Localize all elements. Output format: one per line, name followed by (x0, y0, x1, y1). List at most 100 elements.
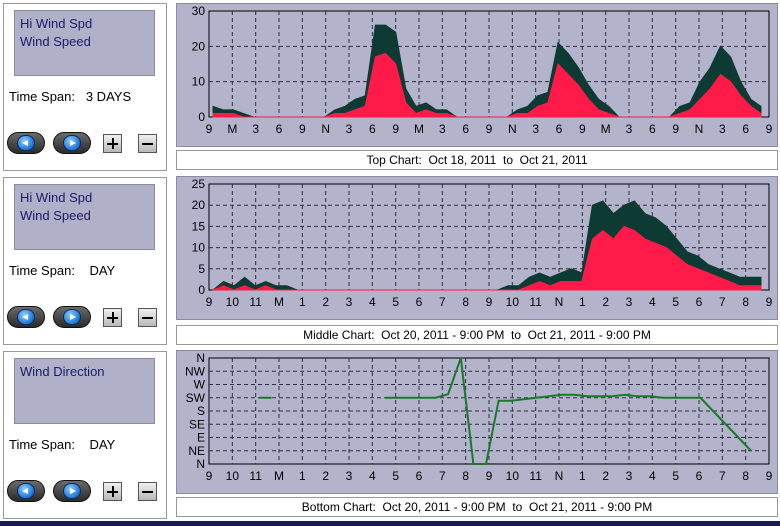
forward-button[interactable] (53, 480, 91, 502)
x-tick-label: 3 (626, 469, 633, 483)
zoom-out-button[interactable] (138, 308, 157, 327)
x-tick-label: 5 (392, 295, 399, 309)
right-arrow-icon (63, 135, 81, 151)
x-tick-label: 6 (649, 122, 656, 136)
x-tick-label: 9 (672, 122, 679, 136)
time-span: Time Span: DAY (9, 263, 115, 278)
x-tick-label: 1 (579, 295, 586, 309)
x-tick-label: 9 (299, 122, 306, 136)
x-tick-label: 5 (672, 295, 679, 309)
minus-icon (142, 491, 153, 493)
legend-box: Hi Wind Spd Wind Speed (14, 184, 155, 250)
x-tick-label: 3 (346, 122, 353, 136)
chart-top[interactable]: 9 M 3 6 9 N 3 6 9 M 3 6 9 N 3 6 9 M 3 6 9 N 3 6 9 0 10 20 30 (176, 3, 778, 147)
series-area (212, 24, 762, 118)
x-tick-label: 3 (626, 295, 633, 309)
chart-caption: Middle Chart: Oct 20, 2011 - 9:00 PM to … (176, 325, 778, 345)
x-tick-label: 2 (602, 469, 609, 483)
time-span-label: Time Span: (9, 263, 75, 278)
x-tick-label: 2 (322, 295, 329, 309)
x-tick-label: 3 (346, 295, 353, 309)
time-span: Time Span: DAY (9, 437, 115, 452)
y-tick-label: 25 (192, 177, 206, 191)
x-tick-label: M (601, 122, 611, 136)
legend-item: Hi Wind Spd (20, 190, 93, 205)
legend-item: Wind Speed (20, 34, 91, 49)
legend-box: Hi Wind Spd Wind Speed (14, 10, 155, 76)
x-tick-label: 9 (766, 469, 773, 483)
chart-controls (7, 480, 167, 506)
x-tick-label: 6 (742, 122, 749, 136)
x-tick-label: 7 (439, 469, 446, 483)
y-tick-label: 0 (198, 110, 205, 124)
x-tick-label: 9 (206, 295, 213, 309)
x-tick-label: 4 (649, 295, 656, 309)
back-button[interactable] (7, 480, 45, 502)
back-button[interactable] (7, 132, 45, 154)
x-tick-label: 10 (226, 469, 240, 483)
x-tick-label: 9 (486, 469, 493, 483)
x-tick-label: 11 (249, 469, 262, 483)
x-tick-label: 2 (322, 469, 329, 483)
y-tick-label: S (197, 404, 205, 418)
chart-middle[interactable]: 9 10 11 M 1 2 3 4 5 6 7 8 9 10 11 N 1 2 3 4 5 6 7 8 9 0 5 10 15 20 25 (176, 176, 778, 320)
x-tick-label: 8 (462, 469, 469, 483)
y-tick-label: 10 (192, 241, 206, 255)
forward-button[interactable] (53, 306, 91, 328)
x-tick-label: 6 (416, 469, 423, 483)
x-tick-label: 1 (299, 295, 306, 309)
x-tick-label: N (508, 122, 517, 136)
window-bottom-bar (0, 521, 780, 526)
chart-bottom[interactable]: 9 10 11 M 1 2 3 4 5 6 7 8 9 10 11 N 1 2 3 4 5 6 7 8 9 N NW W SW S SE E N… (176, 350, 778, 494)
left-arrow-icon (17, 135, 35, 151)
x-tick-label: 2 (602, 295, 609, 309)
x-tick-label: N (555, 469, 564, 483)
zoom-in-button[interactable] (103, 134, 122, 153)
series-area (212, 225, 762, 291)
chart-controls (7, 132, 167, 158)
y-tick-label: 15 (192, 219, 206, 233)
x-tick-label: 11 (529, 469, 542, 483)
x-tick-label: M (274, 469, 284, 483)
left-arrow-icon (17, 483, 35, 499)
x-tick-label: M (274, 295, 284, 309)
right-arrow-icon (63, 309, 81, 325)
x-tick-label: 4 (649, 469, 656, 483)
y-tick-label: 30 (192, 4, 206, 18)
back-button[interactable] (7, 306, 45, 328)
legend-item: Hi Wind Spd (20, 16, 93, 31)
x-tick-label: 9 (206, 469, 213, 483)
left-panel-middle: Hi Wind Spd Wind Speed Time Span: DAY (3, 177, 167, 345)
x-tick-label: 9 (486, 122, 493, 136)
zoom-out-button[interactable] (138, 134, 157, 153)
x-tick-label: 6 (416, 295, 423, 309)
x-tick-label: 6 (556, 122, 563, 136)
x-tick-label: 6 (696, 469, 703, 483)
time-span-value: DAY (89, 263, 116, 278)
x-tick-label: 3 (346, 469, 353, 483)
x-tick-label: 3 (626, 122, 633, 136)
x-tick-label: 9 (486, 295, 493, 309)
y-tick-label: 5 (198, 262, 205, 276)
x-tick-label: 11 (249, 295, 262, 309)
x-tick-label: 6 (462, 122, 469, 136)
x-tick-label: 3 (439, 122, 446, 136)
x-tick-label: M (227, 122, 237, 136)
forward-button[interactable] (53, 132, 91, 154)
zoom-out-button[interactable] (138, 482, 157, 501)
y-tick-label: 20 (192, 39, 206, 53)
y-tick-label: 20 (192, 198, 206, 212)
x-tick-label: 6 (276, 122, 283, 136)
y-tick-label: N (196, 457, 205, 471)
x-tick-label: 3 (532, 122, 539, 136)
x-tick-label: 9 (766, 295, 773, 309)
x-tick-label: 10 (506, 295, 520, 309)
left-panel-bottom: Wind Direction Time Span: DAY (3, 351, 167, 519)
chart-controls (7, 306, 167, 332)
x-tick-label: 4 (369, 295, 376, 309)
zoom-in-button[interactable] (103, 482, 122, 501)
zoom-in-button[interactable] (103, 308, 122, 327)
time-span-value: DAY (89, 437, 116, 452)
